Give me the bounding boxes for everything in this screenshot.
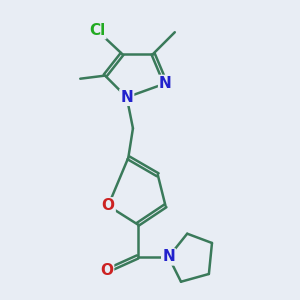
- Text: N: N: [120, 90, 133, 105]
- Text: N: N: [162, 249, 175, 264]
- Text: O: O: [102, 198, 115, 213]
- Text: N: N: [159, 76, 172, 91]
- Text: Cl: Cl: [89, 23, 105, 38]
- Text: O: O: [100, 263, 113, 278]
